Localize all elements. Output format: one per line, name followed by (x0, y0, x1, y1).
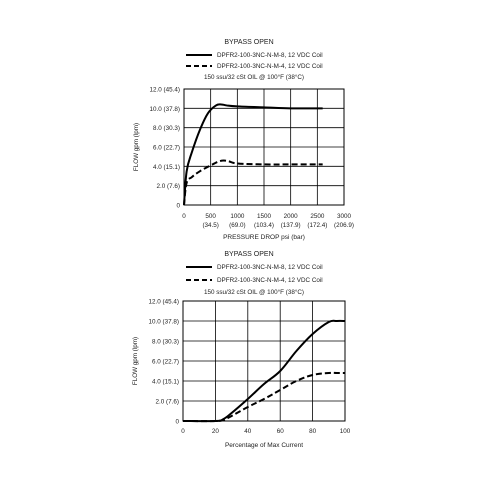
x-tick-label-2: 40 (244, 428, 252, 435)
series-line-1 (182, 319, 346, 423)
y-tick-label-3: 6.0 (22.7) (152, 359, 179, 366)
x-tick-sublabel-3: (103.4) (254, 222, 274, 229)
x-tick-label-0: 0 (182, 213, 186, 220)
chart-2: BYPASS OPEN DPFR2-100-3NC-N-M-8, 12 VDC C… (132, 251, 351, 449)
y-tick-label-0: 0 (175, 419, 179, 426)
x-tick-label-4: 2000 (284, 213, 299, 220)
x-tick-label-5: 2500 (310, 213, 325, 220)
x-tick-label-5: 100 (340, 428, 351, 435)
y-axis-label: FLOW gpm (lpm) (132, 337, 139, 385)
y-tick-label-6: 12.0 (45.4) (149, 299, 179, 306)
chart-subtitle: 150 ssu/32 cSt OIL @ 100°F (38°C) (204, 288, 304, 296)
x-tick-label-1: 20 (212, 428, 220, 435)
legend-label-2: DPFR2-100-3NC-N-M-4, 12 VDC Coil (217, 63, 323, 70)
series-line-2 (183, 159, 323, 206)
y-axis-label: FLOW gpm (lpm) (133, 123, 140, 171)
plot-frame (182, 300, 346, 422)
y-tick-label-2: 4.0 (15.1) (152, 379, 179, 386)
x-tick-label-3: 60 (277, 428, 285, 435)
legend-label-2: DPFR2-100-3NC-N-M-4, 12 VDC Coil (217, 277, 323, 284)
x-tick-sublabel-4: (137.9) (281, 222, 301, 229)
y-tick-label-4: 8.0 (30.3) (152, 339, 179, 346)
x-tick-sublabel-5: (172.4) (307, 222, 327, 229)
y-tick-label-0: 0 (176, 203, 180, 210)
chart-title: BYPASS OPEN (224, 39, 273, 46)
y-tick-label-5: 10.0 (37.8) (149, 319, 179, 326)
x-tick-sublabel-6: (206.9) (334, 222, 354, 229)
chart-1: BYPASS OPEN DPFR2-100-3NC-N-M-8, 12 VDC C… (133, 39, 354, 241)
y-tick-label-3: 6.0 (22.7) (153, 145, 180, 152)
y-tick-label-6: 12.0 (45.4) (150, 87, 180, 94)
legend-label-1: DPFR2-100-3NC-N-M-8, 12 VDC Coil (217, 52, 323, 59)
x-tick-label-4: 80 (309, 428, 317, 435)
x-tick-label-0: 0 (181, 428, 185, 435)
y-tick-label-4: 8.0 (30.3) (153, 125, 180, 132)
x-axis-label: PRESSURE DROP psi (bar) (223, 234, 305, 241)
x-axis-label: Percentage of Max Current (225, 442, 303, 449)
x-tick-sublabel-2: (69.0) (229, 222, 245, 229)
chart-title: BYPASS OPEN (224, 251, 273, 258)
x-tick-label-3: 1500 (257, 213, 272, 220)
plot-frame (183, 88, 345, 206)
y-tick-label-5: 10.0 (37.8) (150, 106, 180, 113)
legend-label-1: DPFR2-100-3NC-N-M-8, 12 VDC Coil (217, 264, 323, 271)
x-tick-label-6: 3000 (337, 213, 352, 220)
series-line-1 (183, 103, 323, 206)
y-tick-label-1: 2.0 (7.6) (156, 399, 179, 406)
series-line-2 (182, 371, 345, 423)
x-tick-label-2: 1000 (230, 213, 245, 220)
y-tick-label-1: 2.0 (7.6) (157, 183, 180, 190)
chart-subtitle: 150 ssu/32 cSt OIL @ 100°F (38°C) (204, 73, 304, 81)
x-tick-sublabel-1: (34.5) (202, 222, 218, 229)
x-tick-label-1: 500 (205, 213, 216, 220)
y-tick-label-2: 4.0 (15.1) (153, 164, 180, 171)
